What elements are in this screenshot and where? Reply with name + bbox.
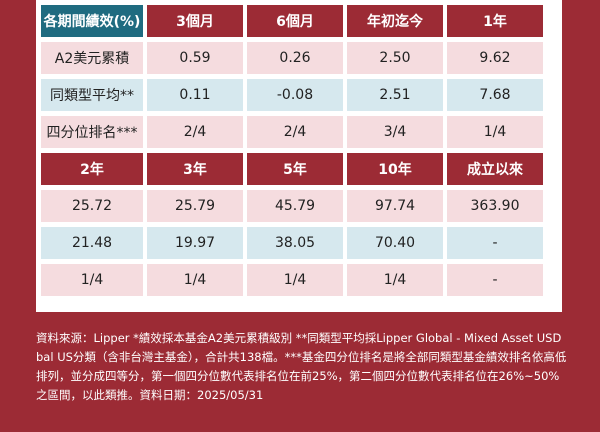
table-cell: 9.62 bbox=[447, 42, 543, 74]
table-cell: 97.74 bbox=[347, 190, 443, 222]
footnote-source: 資料來源：Lipper *績效採本基金A2美元累積級別 **同類型平均採Lipp… bbox=[36, 331, 567, 402]
table-cell: 2.50 bbox=[347, 42, 443, 74]
table-cell: 1/4 bbox=[347, 264, 443, 296]
table-cell: 45.79 bbox=[247, 190, 343, 222]
table-cell: 1/4 bbox=[447, 116, 543, 148]
table-cell: 25.79 bbox=[147, 190, 243, 222]
header-6-months: 6個月 bbox=[247, 5, 343, 37]
table-cell: 70.40 bbox=[347, 227, 443, 259]
header-3-years: 3年 bbox=[147, 153, 243, 185]
table-cell: -0.08 bbox=[247, 79, 343, 111]
header-10-years: 10年 bbox=[347, 153, 443, 185]
row-label-a2-usd: A2美元累積 bbox=[41, 42, 143, 74]
table-cell: 2/4 bbox=[247, 116, 343, 148]
table-cell: 1/4 bbox=[41, 264, 143, 296]
row-label-quartile-rank: 四分位排名*** bbox=[41, 116, 143, 148]
table-cell: 0.59 bbox=[147, 42, 243, 74]
table-cell: 2/4 bbox=[147, 116, 243, 148]
table-cell: 7.68 bbox=[447, 79, 543, 111]
table-cell: 19.97 bbox=[147, 227, 243, 259]
header-period-performance: 各期間績效(%) bbox=[41, 5, 143, 37]
header-ytd: 年初迄今 bbox=[347, 5, 443, 37]
table-cell: 1/4 bbox=[247, 264, 343, 296]
row-label-peer-average: 同類型平均** bbox=[41, 79, 143, 111]
table-cell: - bbox=[447, 264, 543, 296]
performance-table-panel: 各期間績效(%) 3個月 6個月 年初迄今 1年 A2美元累積 0.59 0.2… bbox=[36, 0, 562, 312]
header-5-years: 5年 bbox=[247, 153, 343, 185]
table-cell: 0.26 bbox=[247, 42, 343, 74]
table-cell: 0.11 bbox=[147, 79, 243, 111]
header-2-years: 2年 bbox=[41, 153, 143, 185]
table-cell: 3/4 bbox=[347, 116, 443, 148]
table-cell: 38.05 bbox=[247, 227, 343, 259]
performance-table: 各期間績效(%) 3個月 6個月 年初迄今 1年 A2美元累積 0.59 0.2… bbox=[41, 5, 543, 296]
table-cell: 363.90 bbox=[447, 190, 543, 222]
table-cell: 21.48 bbox=[41, 227, 143, 259]
header-1-year: 1年 bbox=[447, 5, 543, 37]
table-cell: 25.72 bbox=[41, 190, 143, 222]
table-cell: 2.51 bbox=[347, 79, 443, 111]
table-cell: 1/4 bbox=[147, 264, 243, 296]
header-3-months: 3個月 bbox=[147, 5, 243, 37]
header-since-inception: 成立以來 bbox=[447, 153, 543, 185]
table-cell: - bbox=[447, 227, 543, 259]
